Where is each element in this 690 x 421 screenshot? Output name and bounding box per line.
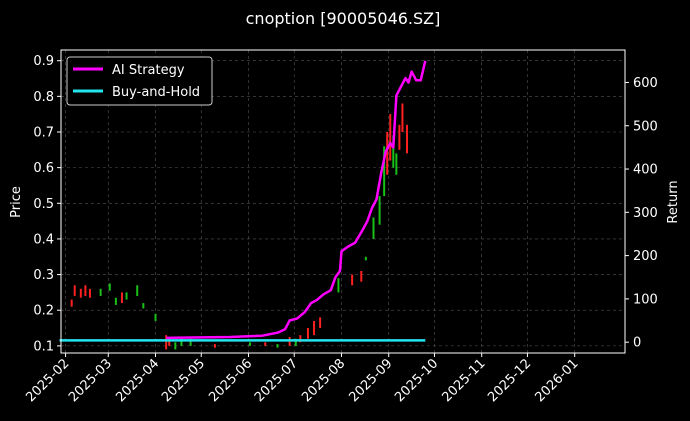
y-axis-label-right: Return: [666, 180, 681, 223]
return-tick-label: 500: [633, 119, 658, 134]
candle: [142, 303, 145, 309]
price-tick-label: 0.3: [33, 268, 54, 283]
return-tick-label: 0: [633, 336, 641, 351]
candle: [383, 146, 386, 197]
candle: [406, 124, 409, 154]
legend-box: [66, 56, 213, 106]
candle: [136, 285, 139, 296]
price-tick-label: 0.7: [33, 125, 54, 140]
return-tick-label: 400: [633, 163, 658, 178]
x-tick-label: 2025-06: [206, 356, 255, 405]
plot-frame: [60, 49, 626, 354]
price-tick-label: 0.4: [33, 232, 54, 247]
x-tick-label: 2025-04: [113, 356, 162, 405]
candle: [99, 288, 102, 296]
right-axis: 0 100 200 300 400 500 600: [625, 76, 658, 351]
candle: [120, 292, 123, 304]
candle: [180, 338, 183, 346]
candle: [114, 297, 117, 305]
candle: [392, 135, 395, 168]
legend-label-ai-strategy: AI Strategy: [112, 63, 185, 78]
candle: [398, 124, 401, 150]
candle: [249, 342, 252, 346]
return-tick-label: 300: [633, 206, 658, 221]
candle: [264, 342, 267, 346]
x-tick-label: 2025-12: [485, 356, 534, 405]
candle: [79, 288, 82, 298]
candle: [319, 317, 322, 329]
candle: [168, 338, 171, 346]
legend: AI Strategy Buy-and-Hold: [66, 56, 213, 106]
series-lines: [59, 60, 427, 342]
candle: [337, 278, 340, 293]
return-tick-label: 200: [633, 249, 658, 264]
legend-label-buy-and-hold: Buy-and-Hold: [112, 85, 200, 100]
candle: [378, 196, 381, 225]
candle: [165, 335, 168, 350]
candle: [73, 285, 76, 296]
candle: [125, 292, 128, 300]
candle: [88, 288, 91, 298]
candles: [70, 103, 409, 350]
x-tick-label: 2025-03: [66, 356, 115, 405]
candle: [154, 313, 157, 321]
candle: [313, 320, 316, 336]
candle: [189, 338, 192, 346]
candle: [386, 131, 389, 175]
candle: [401, 103, 404, 132]
price-tick-label: 0.8: [33, 90, 54, 105]
y-axis-label-left: Price: [9, 186, 24, 218]
x-tick-label: 2025-02: [23, 356, 72, 405]
x-tick-label: 2025-09: [347, 356, 396, 405]
candle: [70, 299, 73, 307]
candle: [174, 342, 177, 350]
candle: [360, 271, 363, 282]
price-tick-label: 0.5: [33, 197, 54, 212]
price-tick-label: 0.2: [33, 304, 54, 319]
price-tick-label: 0.6: [33, 161, 54, 176]
price-tick-label: 0.9: [33, 54, 54, 69]
candle: [351, 274, 354, 286]
candle: [395, 153, 398, 175]
x-tick-label: 2026-01: [533, 356, 582, 405]
candle: [108, 283, 111, 291]
return-tick-label: 600: [633, 76, 658, 91]
candle: [372, 217, 375, 239]
left-axis: 0.1 0.2 0.3 0.4 0.5 0.6 0.7 0.8 0.9: [33, 54, 61, 354]
candle: [84, 285, 87, 296]
candle: [276, 344, 279, 348]
return-tick-label: 100: [633, 292, 658, 307]
grid: [61, 50, 625, 353]
x-tick-label: 2025-08: [299, 356, 348, 405]
candle: [294, 338, 297, 346]
candle: [364, 256, 367, 261]
price-tick-label: 0.1: [33, 339, 54, 354]
x-tick-label: 2025-05: [159, 356, 208, 405]
x-tick-label: 2025-11: [440, 356, 489, 405]
candle: [389, 114, 392, 161]
candle: [306, 328, 309, 339]
series-line: [166, 60, 427, 340]
x-tick-label: 2025-10: [392, 356, 441, 405]
x-axis: 2025-022025-032025-042025-052025-062025-…: [23, 353, 582, 405]
candle: [299, 335, 302, 343]
chart-title: cnoption [90005046.SZ]: [246, 9, 441, 28]
candle: [213, 344, 216, 348]
x-tick-label: 2025-07: [252, 356, 301, 405]
